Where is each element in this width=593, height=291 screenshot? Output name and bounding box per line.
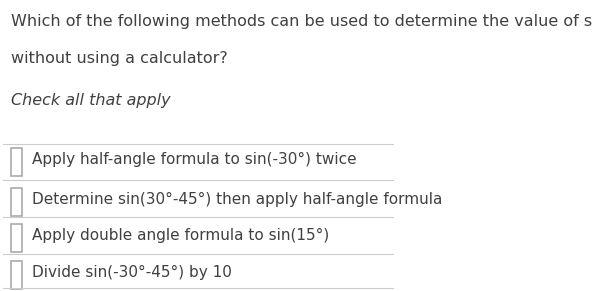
- Bar: [11, 224, 21, 252]
- Text: Apply double angle formula to sin(15°): Apply double angle formula to sin(15°): [32, 228, 329, 244]
- Text: Apply half-angle formula to sin(-30°) twice: Apply half-angle formula to sin(-30°) tw…: [32, 152, 356, 167]
- Bar: [11, 261, 21, 289]
- Bar: [11, 148, 21, 176]
- Text: Determine sin(30°-45°) then apply half-angle formula: Determine sin(30°-45°) then apply half-a…: [32, 192, 442, 207]
- Bar: [11, 187, 21, 216]
- Text: Check all that apply: Check all that apply: [11, 93, 170, 108]
- Text: Divide sin(-30°-45°) by 10: Divide sin(-30°-45°) by 10: [32, 265, 232, 280]
- Text: Which of the following methods can be used to determine the value of sin(-7.5°): Which of the following methods can be us…: [11, 14, 593, 29]
- Text: without using a calculator?: without using a calculator?: [11, 51, 227, 66]
